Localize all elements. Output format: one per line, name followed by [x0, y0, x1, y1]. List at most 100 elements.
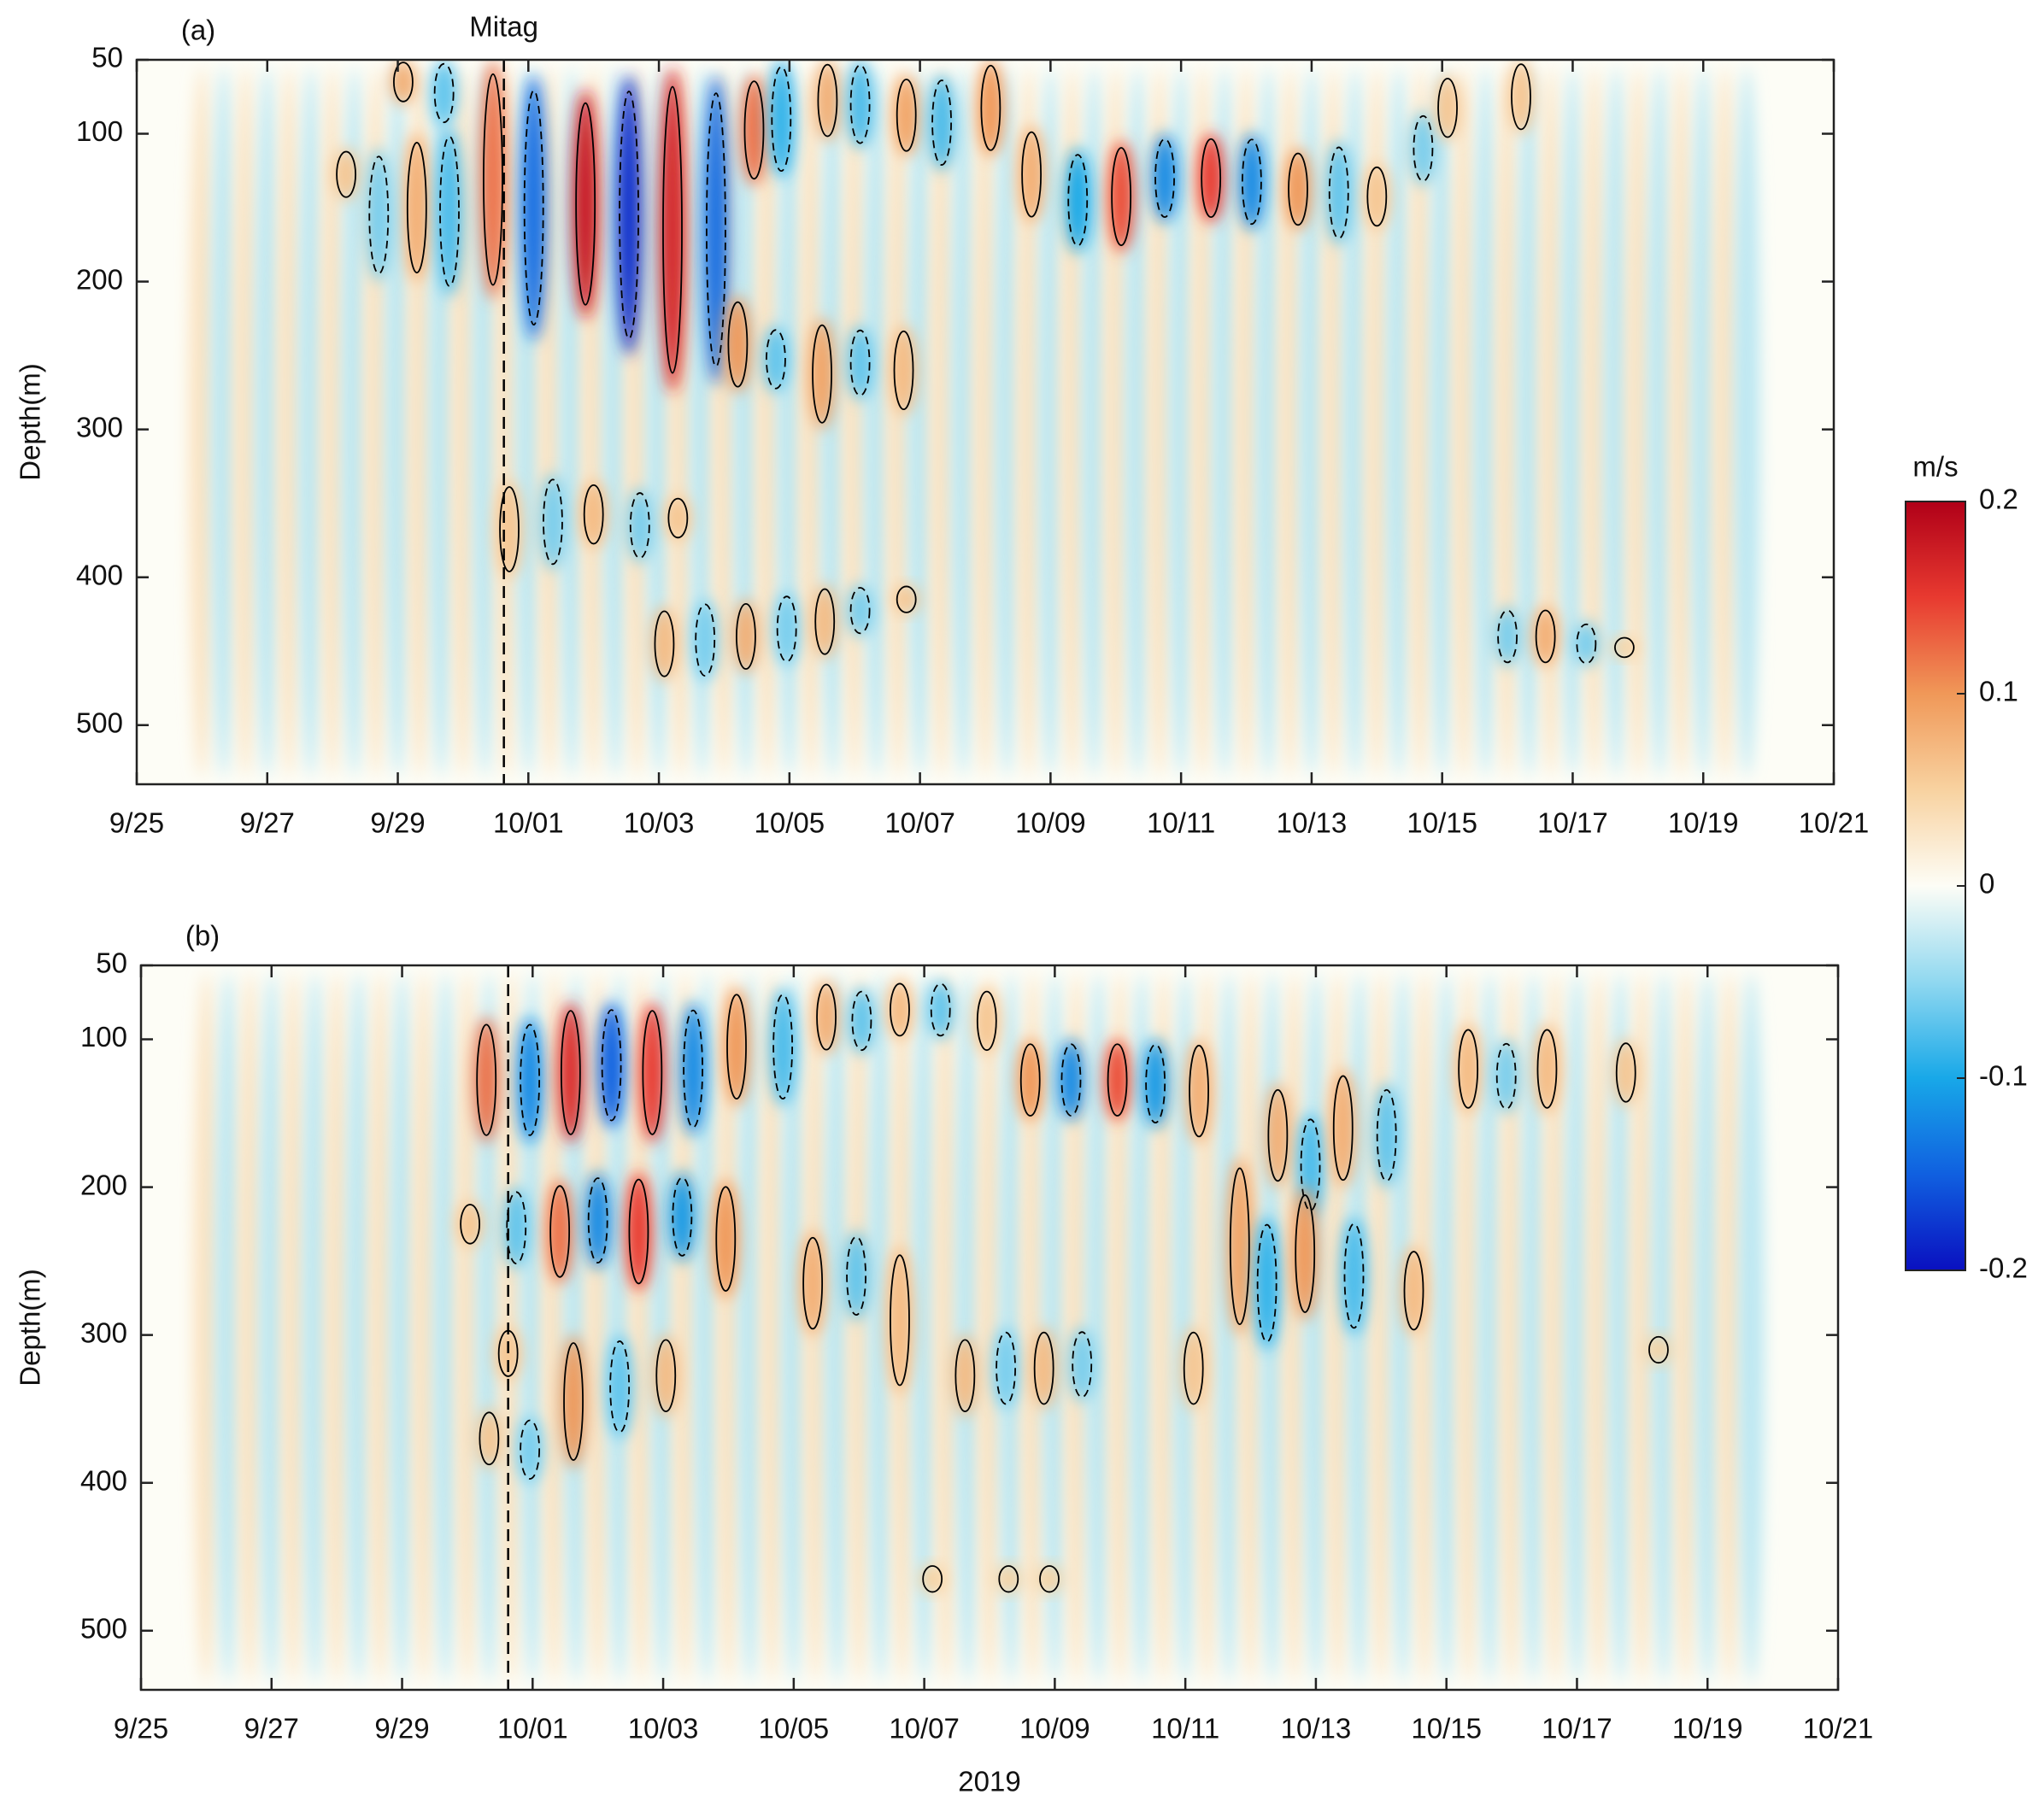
velocity-cell — [1081, 67, 1107, 777]
velocity-cell — [1107, 141, 1135, 252]
contour — [980, 64, 1001, 151]
velocity-cell — [1585, 972, 1612, 1683]
velocity-cell — [1712, 67, 1738, 777]
velocity-cell — [1532, 607, 1559, 666]
velocity-cell — [385, 67, 411, 777]
panel-label: (b) — [185, 920, 220, 952]
velocity-cell — [843, 1231, 870, 1321]
contour — [655, 1339, 677, 1413]
contours — [460, 982, 1669, 1593]
velocity-cell — [1330, 1069, 1357, 1187]
velocity-cell — [1454, 1024, 1482, 1114]
colorbar-tick-label: -0.2 — [1979, 1252, 2028, 1284]
contour — [1615, 1042, 1636, 1103]
velocity-cell — [1472, 67, 1499, 777]
velocity-cell — [972, 67, 999, 777]
contour — [1535, 609, 1556, 664]
velocity-cell — [1410, 111, 1436, 186]
contour — [1019, 1043, 1041, 1117]
contour — [1495, 1042, 1517, 1110]
velocity-cell — [693, 972, 720, 1683]
contour — [1072, 1331, 1093, 1399]
contour — [1021, 131, 1043, 218]
contour — [1060, 1043, 1082, 1117]
contour — [583, 484, 604, 545]
y-tick-label: 200 — [76, 263, 123, 295]
contour — [563, 1342, 584, 1461]
velocity-cell — [732, 67, 760, 777]
velocity-cell — [1237, 972, 1264, 1683]
velocity-cell — [952, 1334, 978, 1416]
velocity-cell — [893, 74, 919, 156]
velocity-cell — [1341, 1217, 1367, 1335]
velocity-cell — [332, 148, 360, 201]
contour — [560, 1010, 581, 1135]
contour — [931, 79, 952, 166]
contour — [1183, 1331, 1204, 1405]
contour — [922, 1565, 943, 1593]
contour — [1332, 1075, 1354, 1182]
velocity-cell — [723, 987, 750, 1106]
y-tick-label: 300 — [76, 411, 123, 443]
velocity-cell — [606, 1334, 633, 1439]
velocity-cell — [1265, 1083, 1291, 1187]
velocity-cell — [584, 972, 611, 1683]
contour — [771, 66, 792, 173]
velocity-cell — [1254, 67, 1282, 777]
x-tick-label: 9/27 — [240, 807, 295, 839]
velocity-cell — [1233, 67, 1260, 777]
velocity-cell — [1291, 1187, 1319, 1321]
velocity-cell — [1018, 126, 1045, 223]
velocity-cell — [1215, 972, 1242, 1683]
contour — [667, 497, 689, 539]
y-tick-label: 200 — [80, 1169, 127, 1200]
contour — [1229, 1167, 1250, 1326]
velocity-cell — [886, 1246, 913, 1394]
velocity-cell — [495, 1328, 521, 1380]
x-tick-label: 9/29 — [370, 807, 425, 839]
contour — [1145, 1043, 1166, 1124]
x-tick-label: 10/07 — [889, 1713, 960, 1745]
x-tick-label: 10/19 — [1668, 807, 1739, 839]
velocity-cell — [410, 972, 438, 1683]
velocity-cell — [628, 972, 655, 1683]
x-tick-label: 10/17 — [1537, 807, 1608, 839]
velocity-cell — [598, 1002, 625, 1129]
velocity-cell — [811, 584, 838, 659]
velocity-cell — [1494, 67, 1521, 777]
velocity-cell — [232, 67, 259, 777]
contour — [628, 1178, 649, 1285]
x-tick-label: 10/19 — [1672, 1713, 1743, 1745]
velocity-cell — [572, 89, 599, 319]
velocity-cell — [1185, 1039, 1213, 1143]
contour — [336, 150, 356, 198]
velocity-cell — [1325, 141, 1353, 245]
contour — [1576, 623, 1597, 665]
velocity-cell — [639, 1002, 666, 1143]
contour — [849, 329, 871, 396]
velocity-cell — [1085, 972, 1112, 1683]
velocity-cell — [1068, 1328, 1095, 1402]
velocity-cell — [520, 972, 546, 1683]
contour — [1376, 1088, 1397, 1182]
x-tick-label: 10/15 — [1407, 807, 1477, 839]
velocity-cell — [762, 325, 790, 393]
contour — [998, 1565, 1019, 1593]
panel-label: (a) — [181, 15, 215, 46]
velocity-cell — [541, 972, 568, 1683]
contour — [1648, 1335, 1669, 1364]
contour — [1328, 146, 1349, 239]
velocity-cell — [780, 972, 808, 1683]
velocity-cell — [1607, 972, 1634, 1683]
velocity-cell — [210, 67, 238, 777]
velocity-cell — [849, 987, 875, 1054]
velocity-cell — [1454, 972, 1482, 1683]
contour — [896, 79, 917, 152]
velocity-cell — [927, 980, 954, 1040]
contour — [1536, 1029, 1558, 1109]
contour — [393, 62, 414, 103]
velocity-cell — [932, 972, 960, 1683]
velocity-cell — [258, 972, 285, 1683]
velocity-cell — [669, 1172, 696, 1262]
contour — [849, 587, 871, 635]
